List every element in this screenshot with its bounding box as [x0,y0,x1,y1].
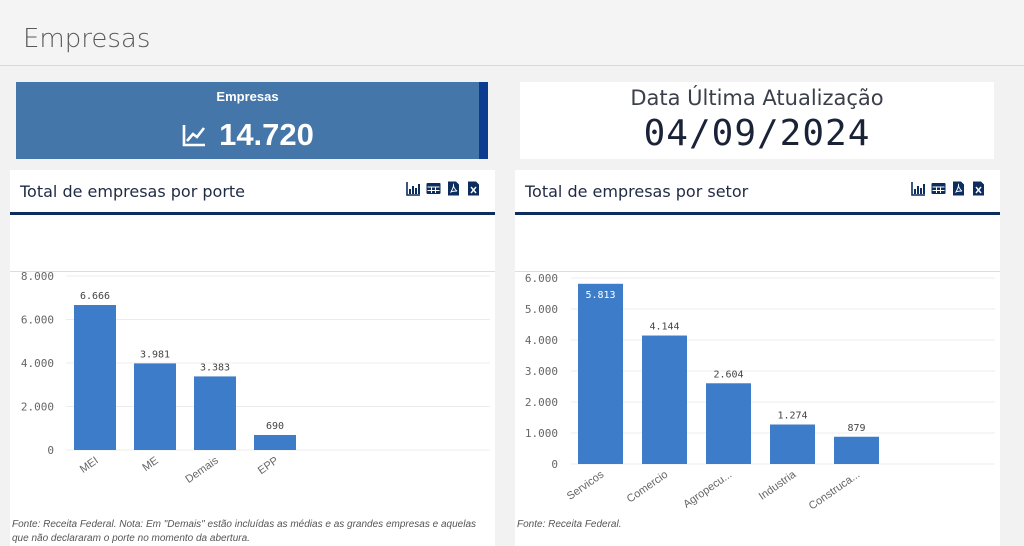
kpi-empresas[interactable]: Empresas 14.720 [16,82,488,159]
page-header: Empresas [0,0,1024,66]
kpi-last-update: Data Última Atualização 04/09/2024 [520,82,994,159]
panel-separator [10,271,495,272]
panel-empresas-por-porte: Total de empresas por porte 0 2.000 4.000 6… [10,170,495,546]
x-tick-label: Construca... [807,469,862,513]
panel-footnote: Fonte: Receita Federal. Nota: Em "Demais… [12,519,476,544]
pdf-icon[interactable] [951,181,966,196]
data-label: 3.981 [140,349,170,360]
excel-icon[interactable] [466,181,481,196]
bar [74,305,116,450]
x-tick-label: MEI [78,455,101,476]
kpi-empresas-value-row: 14.720 [16,117,479,153]
x-tick-label: Servicos [565,468,607,502]
x-tick-label: Industria [757,468,799,503]
panel-toolbar [406,181,481,196]
excel-icon[interactable] [971,181,986,196]
x-tick-label: EPP [256,455,281,477]
panel-footnote: Fonte: Receita Federal. [517,519,622,530]
data-label: 3.383 [200,362,230,373]
data-label: 2.604 [713,369,743,380]
bar [770,424,815,464]
bar [834,436,879,464]
y-tick-label: 2.000 [21,401,54,414]
bar [642,335,687,464]
y-tick-label: 6.000 [21,314,54,327]
page-title: Empresas [23,24,151,54]
bar [194,376,236,450]
panel-title: Total de empresas por setor [525,182,749,201]
kpi-last-update-label: Data Última Atualização [630,86,884,110]
pdf-icon[interactable] [446,181,461,196]
chart-porte: 0 2.000 4.000 6.000 8.000 6.666 MEI 3.981 ME 3.38… [21,272,490,486]
y-tick-label: 0 [551,458,558,471]
data-label: 6.666 [80,291,110,302]
kpi-last-update-value: 04/09/2024 [643,113,871,154]
panel-empresas-por-setor: Total de empresas por setor 0 1.000 2.000 3… [515,170,1000,546]
y-tick-label: 0 [47,444,54,457]
bar [706,383,751,464]
table-icon[interactable] [426,181,441,196]
table-icon[interactable] [931,181,946,196]
panel-toolbar [911,181,986,196]
panel-header-line [10,212,495,215]
x-tick-label: Agropecu... [681,469,734,511]
panel-title: Total de empresas por porte [20,182,246,201]
bar [254,434,296,450]
data-label: 879 [847,423,865,434]
y-tick-label: 2.000 [525,396,558,409]
chart-setor: 0 1.000 2.000 3.000 4.000 5.000 6.000 5.813 Serv… [525,272,995,513]
data-label: 4.144 [649,322,679,333]
bar-chart-icon[interactable] [911,181,926,196]
trend-line-icon [182,125,206,147]
kpi-empresas-value: 14.720 [219,117,314,152]
data-label: 1.274 [777,411,807,422]
y-tick-label: 4.000 [21,357,54,370]
y-tick-label: 6.000 [525,272,558,285]
panel-header-line [515,212,1000,215]
y-tick-label: 5.000 [525,303,558,316]
data-label: 5.813 [585,290,615,301]
kpi-empresas-label: Empresas [216,89,279,104]
y-tick-label: 1.000 [525,427,558,440]
x-tick-label: ME [140,455,160,474]
x-tick-label: Comercio [625,469,670,506]
bar [578,283,623,464]
y-tick-label: 3.000 [525,365,558,378]
bar-chart-icon[interactable] [406,181,421,196]
data-label: 690 [266,421,284,432]
bar [134,363,176,450]
panel-separator [515,271,1000,272]
x-tick-label: Demais [183,454,221,486]
y-tick-label: 4.000 [525,334,558,347]
y-tick-label: 8.000 [21,272,54,283]
